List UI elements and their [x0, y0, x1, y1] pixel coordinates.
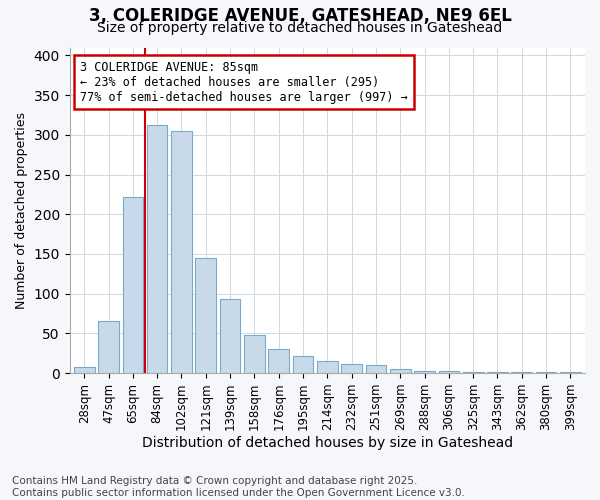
Bar [390, 369, 410, 373]
Text: 3 COLERIDGE AVENUE: 85sqm
← 23% of detached houses are smaller (295)
77% of semi: 3 COLERIDGE AVENUE: 85sqm ← 23% of detac… [80, 60, 408, 104]
Bar [268, 350, 289, 373]
Bar [293, 356, 313, 373]
Bar [98, 322, 119, 373]
X-axis label: Distribution of detached houses by size in Gateshead: Distribution of detached houses by size … [142, 436, 513, 450]
Bar [244, 335, 265, 373]
Bar [341, 364, 362, 373]
Text: Contains HM Land Registry data © Crown copyright and database right 2025.
Contai: Contains HM Land Registry data © Crown c… [12, 476, 465, 498]
Bar [414, 370, 435, 373]
Bar [511, 372, 532, 373]
Bar [220, 299, 241, 373]
Text: Size of property relative to detached houses in Gateshead: Size of property relative to detached ho… [97, 21, 503, 35]
Bar [74, 366, 95, 373]
Bar [147, 126, 167, 373]
Text: 3, COLERIDGE AVENUE, GATESHEAD, NE9 6EL: 3, COLERIDGE AVENUE, GATESHEAD, NE9 6EL [89, 8, 511, 26]
Bar [560, 372, 581, 373]
Bar [439, 370, 459, 373]
Bar [463, 372, 484, 373]
Bar [171, 131, 192, 373]
Bar [122, 197, 143, 373]
Bar [317, 361, 338, 373]
Bar [536, 372, 556, 373]
Y-axis label: Number of detached properties: Number of detached properties [15, 112, 28, 309]
Bar [487, 372, 508, 373]
Bar [365, 365, 386, 373]
Bar [196, 258, 216, 373]
